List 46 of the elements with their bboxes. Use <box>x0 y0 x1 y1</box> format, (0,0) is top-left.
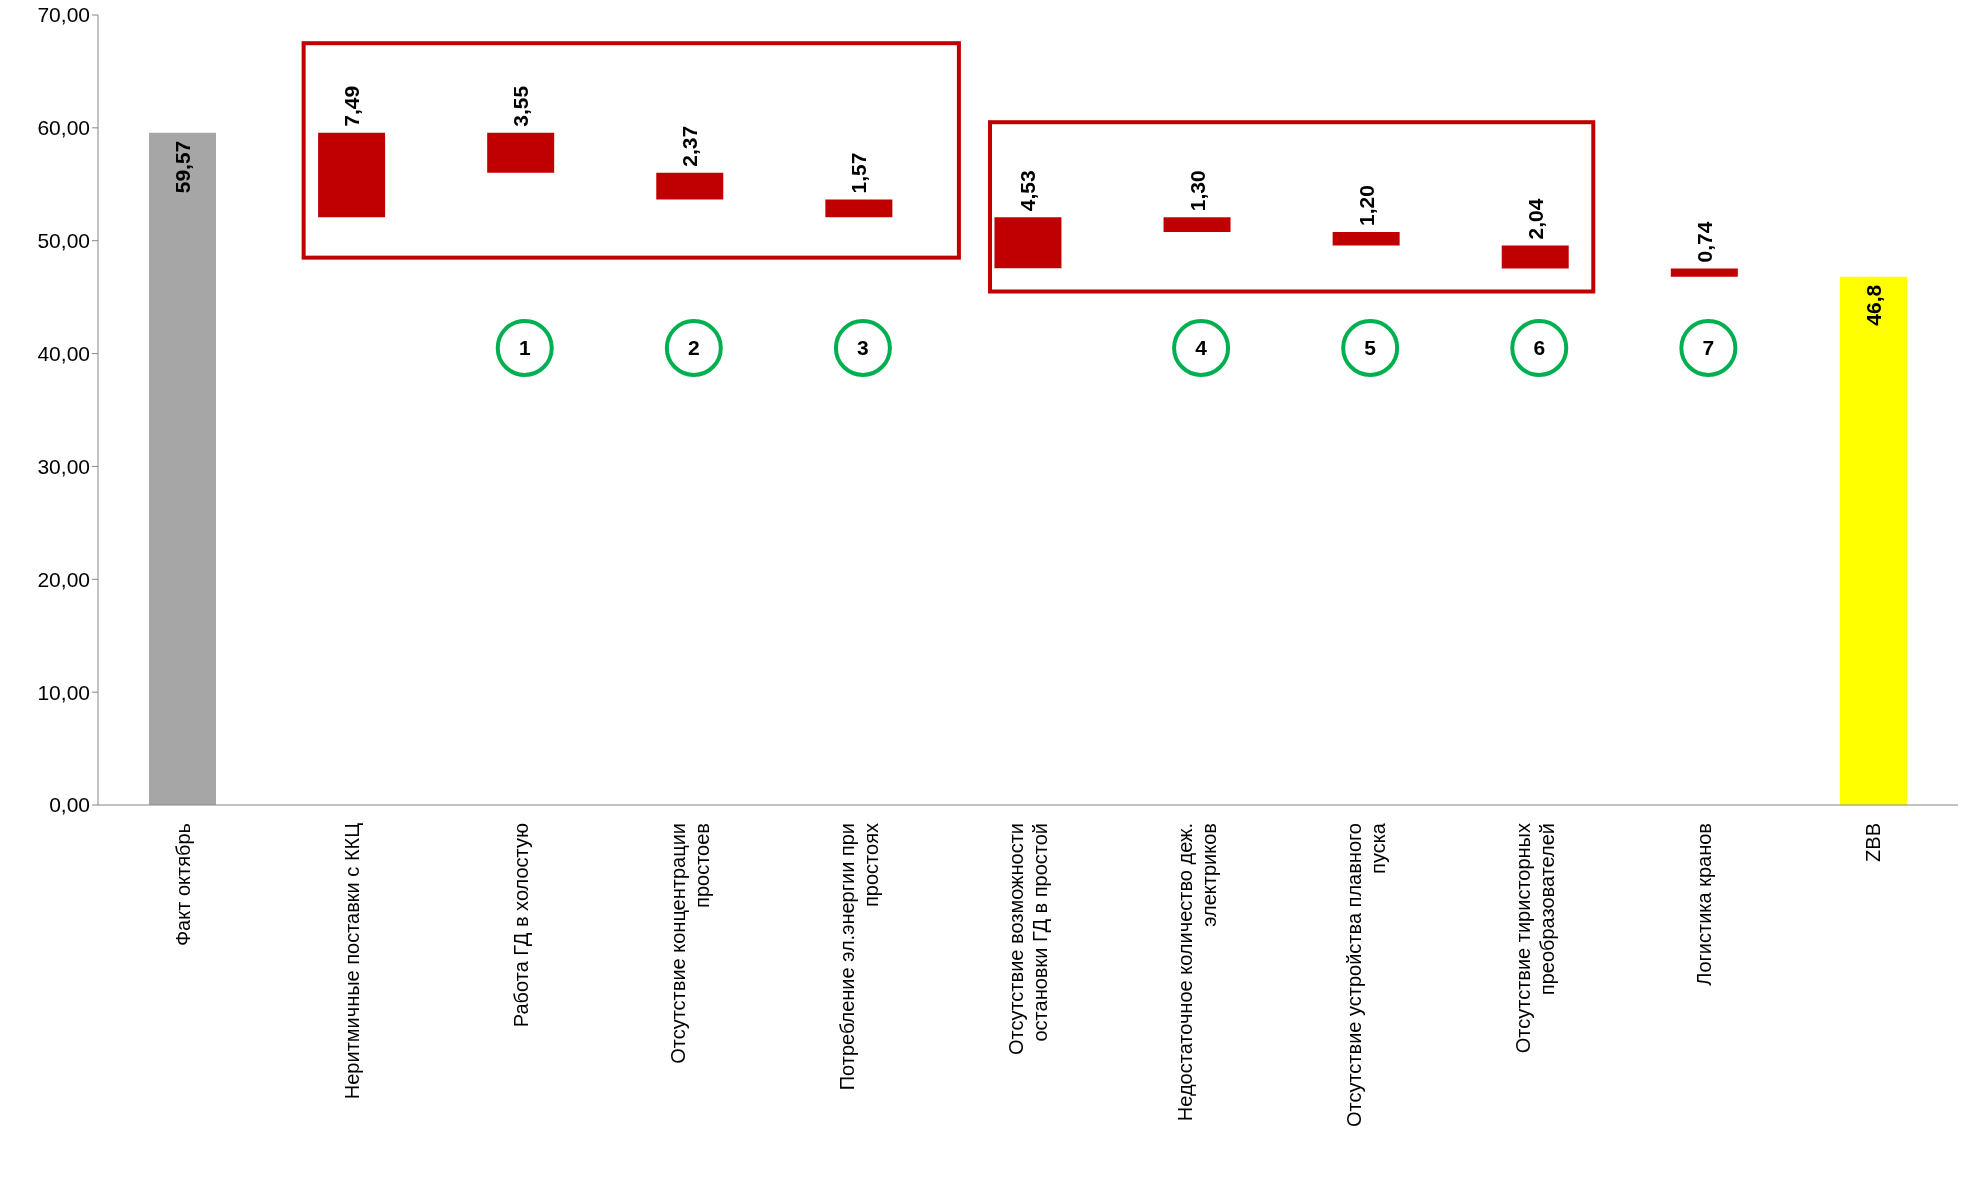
x-tick-label: Работа ГД в холостую <box>509 823 532 1028</box>
bar <box>1670 268 1738 277</box>
x-tick-label: ZBB <box>1862 823 1885 862</box>
data-label: 4,53 <box>1016 170 1040 212</box>
x-tick-label: Недостаточное количество деж. электриков <box>1174 823 1221 1122</box>
y-tick-label: 0,00 <box>49 793 90 817</box>
y-tick-label: 30,00 <box>37 454 90 478</box>
data-label: 0,74 <box>1692 221 1716 263</box>
y-tick-label: 10,00 <box>37 680 90 704</box>
y-tick-label: 60,00 <box>37 116 90 140</box>
data-label: 1,30 <box>1185 170 1209 212</box>
x-tick-label: Неритмичные поставки с ККЦ <box>340 822 363 1100</box>
x-tick-label: Отсутствие концентрации простоев <box>666 823 713 1064</box>
annotation: 5 <box>1364 336 1377 360</box>
bar <box>1839 276 1907 805</box>
y-tick-label: 50,00 <box>37 229 90 253</box>
data-label: 3,55 <box>509 85 533 127</box>
x-tick-label: Логистика кранов <box>1693 823 1716 986</box>
annotation: 6 <box>1533 336 1546 360</box>
data-label: 7,49 <box>340 85 364 127</box>
annotation: 2 <box>687 336 700 360</box>
bar <box>656 172 724 200</box>
x-tick-label: Факт октябрь <box>171 823 194 947</box>
data-label: 1,20 <box>1354 185 1378 226</box>
y-tick-label: 70,00 <box>37 3 90 27</box>
bar <box>1163 217 1231 232</box>
y-tick-label: 20,00 <box>37 567 90 591</box>
y-tick-label: 40,00 <box>37 342 90 366</box>
bar <box>1332 231 1400 246</box>
x-tick-label: Отсутствие устройства плавного пуска <box>1343 822 1390 1128</box>
bar <box>1501 245 1569 269</box>
data-label: 2,04 <box>1523 198 1547 240</box>
bar <box>487 132 555 173</box>
data-label: 2,37 <box>678 125 702 167</box>
annotation: 4 <box>1195 336 1208 360</box>
bar <box>149 132 216 805</box>
annotation: 7 <box>1702 336 1715 360</box>
annotation: 3 <box>857 336 869 360</box>
bar <box>994 217 1062 269</box>
bar <box>825 199 893 218</box>
bar <box>318 132 386 218</box>
data-label: 59,57 <box>171 140 194 194</box>
x-tick-label: Потребление эл.энергии при простоях <box>835 823 882 1091</box>
annotation: 1 <box>518 336 531 360</box>
data-label: 46,8 <box>1861 284 1885 326</box>
data-label: 1,57 <box>847 152 871 194</box>
